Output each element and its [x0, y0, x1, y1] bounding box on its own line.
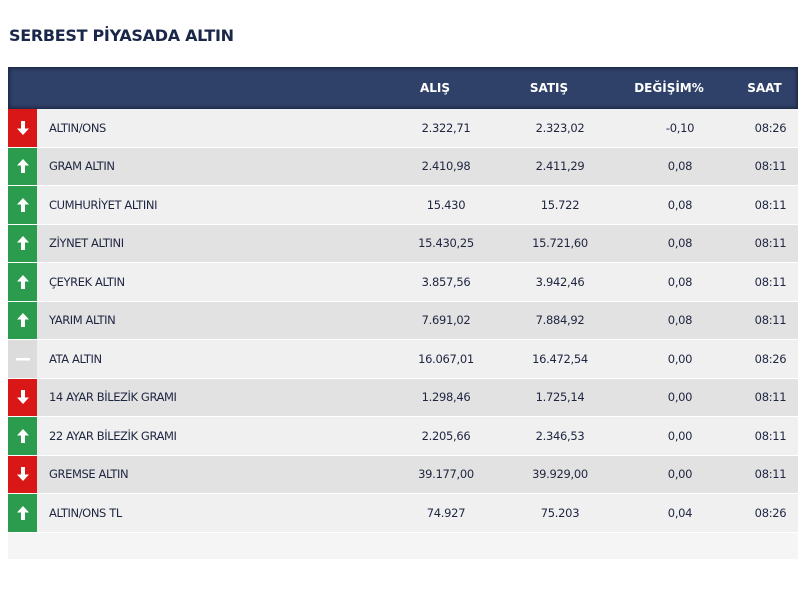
header-saat[interactable]: SAAT	[747, 81, 782, 95]
buy-price: 7.691,02	[421, 313, 471, 328]
gold-type-name: GRAM ALTIN	[49, 159, 115, 174]
buy-price: 1.298,46	[421, 390, 471, 405]
change-percent: 0,00	[667, 390, 693, 405]
table-row[interactable]: 22 AYAR BİLEZİK GRAMI 2.205,66 2.346,53 0,0…	[8, 417, 798, 456]
header-icon-cell	[9, 68, 38, 108]
change-percent: 0,04	[667, 505, 693, 520]
sell-price: 75.203	[540, 505, 580, 520]
change-percent: 0,08	[667, 274, 693, 289]
arrow-down-icon	[16, 120, 30, 136]
change-percent: 0,00	[667, 428, 693, 443]
sell-price: 2.346,53	[535, 428, 585, 443]
change-percent: -0,10	[665, 120, 695, 135]
update-time: 08:11	[754, 236, 787, 251]
table-header: ALIŞ SATIŞ DEĞİŞİM% SAAT	[8, 67, 798, 109]
sell-price: 39.929,00	[532, 467, 588, 482]
update-time: 08:26	[754, 120, 787, 135]
trend-cell	[8, 340, 37, 378]
gold-type-name: 14 AYAR BİLEZİK GRAMI	[49, 390, 177, 405]
table-row[interactable]: GRAM ALTIN 2.410,98 2.411,29 0,08 08:11	[8, 147, 798, 186]
sell-price: 2.323,02	[535, 120, 585, 135]
table-row[interactable]: ALTIN/ONS 2.322,71 2.323,02 -0,10 08:26	[8, 109, 798, 148]
header-degisim[interactable]: DEĞİŞİM%	[634, 81, 704, 95]
arrow-up-icon	[16, 428, 30, 444]
buy-price: 39.177,00	[418, 467, 474, 482]
table-row[interactable]: ATA ALTIN 16.067,01 16.472,54 0,00 08:26	[8, 340, 798, 379]
gold-type-name: YARIM ALTIN	[49, 313, 116, 328]
sell-price: 2.411,29	[535, 159, 585, 174]
buy-price: 3.857,56	[421, 274, 471, 289]
trend-cell	[8, 455, 37, 493]
trend-cell	[8, 224, 37, 262]
change-percent: 0,08	[667, 313, 693, 328]
arrow-down-icon	[16, 466, 30, 482]
arrow-up-icon	[16, 505, 30, 521]
change-percent: 0,08	[667, 159, 693, 174]
table-row[interactable]: 14 AYAR BİLEZİK GRAMI 1.298,46 1.725,14 0,0…	[8, 378, 798, 417]
update-time: 08:11	[754, 313, 787, 328]
trend-cell	[8, 301, 37, 339]
buy-price: 15.430,25	[418, 236, 474, 251]
gold-type-name: GREMSE ALTIN	[49, 467, 129, 482]
update-time: 08:11	[754, 467, 787, 482]
gold-type-name: ATA ALTIN	[49, 351, 102, 366]
gold-type-name: CUMHURİYET ALTINI	[49, 197, 158, 212]
arrow-up-icon	[16, 274, 30, 290]
gold-price-table: ALIŞ SATIŞ DEĞİŞİM% SAAT ALTIN/ONS 2.322,…	[8, 67, 798, 559]
arrow-down-icon	[16, 389, 30, 405]
arrow-up-icon	[16, 312, 30, 328]
page-title: SERBEST PİYASADA ALTIN	[9, 26, 234, 45]
sell-price: 15.722	[540, 197, 580, 212]
table-row[interactable]: ZİYNET ALTINI 15.430,25 15.721,60 0,08 08:11	[8, 224, 798, 263]
buy-price: 2.205,66	[421, 428, 471, 443]
update-time: 08:11	[754, 274, 787, 289]
table-row[interactable]: YARIM ALTIN 7.691,02 7.884,92 0,08 08:11	[8, 301, 798, 340]
trend-cell	[8, 494, 37, 532]
change-percent: 0,00	[667, 467, 693, 482]
header-satis[interactable]: SATIŞ	[529, 81, 569, 95]
table-row[interactable]: ALTIN/ONS TL 74.927 75.203 0,04 08:26	[8, 494, 798, 533]
trend-cell	[8, 378, 37, 416]
change-percent: 0,00	[667, 351, 693, 366]
dash-icon	[14, 351, 32, 367]
change-percent: 0,08	[667, 197, 693, 212]
trend-cell	[8, 263, 37, 301]
change-percent: 0,08	[667, 236, 693, 251]
sell-price: 7.884,92	[535, 313, 585, 328]
update-time: 08:11	[754, 197, 787, 212]
arrow-up-icon	[16, 235, 30, 251]
gold-type-name: 22 AYAR BİLEZİK GRAMI	[49, 428, 177, 443]
table-row[interactable]: ÇEYREK ALTIN 3.857,56 3.942,46 0,08 08:11	[8, 263, 798, 302]
trend-cell	[8, 109, 37, 147]
update-time: 08:11	[754, 390, 787, 405]
table-row[interactable]: CUMHURİYET ALTINI 15.430 15.722 0,08 08:11	[8, 186, 798, 225]
table-row[interactable]: GREMSE ALTIN 39.177,00 39.929,00 0,00 08:11	[8, 455, 798, 494]
buy-price: 74.927	[426, 505, 466, 520]
arrow-up-icon	[16, 158, 30, 174]
update-time: 08:11	[754, 428, 787, 443]
sell-price: 15.721,60	[532, 236, 588, 251]
table-body: ALTIN/ONS 2.322,71 2.323,02 -0,10 08:26 GRAM …	[8, 109, 798, 533]
update-time: 08:26	[754, 351, 787, 366]
trend-cell	[8, 147, 37, 185]
update-time: 08:11	[754, 159, 787, 174]
buy-price: 15.430	[426, 197, 466, 212]
sell-price: 16.472,54	[532, 351, 588, 366]
trend-cell	[8, 186, 37, 224]
buy-price: 2.410,98	[421, 159, 471, 174]
arrow-up-icon	[16, 197, 30, 213]
buy-price: 2.322,71	[421, 120, 471, 135]
update-time: 08:26	[754, 505, 787, 520]
gold-type-name: ÇEYREK ALTIN	[49, 274, 125, 289]
gold-type-name: ALTIN/ONS TL	[49, 505, 122, 520]
gold-type-name: ALTIN/ONS	[49, 120, 106, 135]
gold-type-name: ZİYNET ALTINI	[49, 236, 124, 251]
sell-price: 1.725,14	[535, 390, 585, 405]
header-alis[interactable]: ALIŞ	[419, 81, 451, 95]
buy-price: 16.067,01	[418, 351, 474, 366]
sell-price: 3.942,46	[535, 274, 585, 289]
trend-cell	[8, 417, 37, 455]
